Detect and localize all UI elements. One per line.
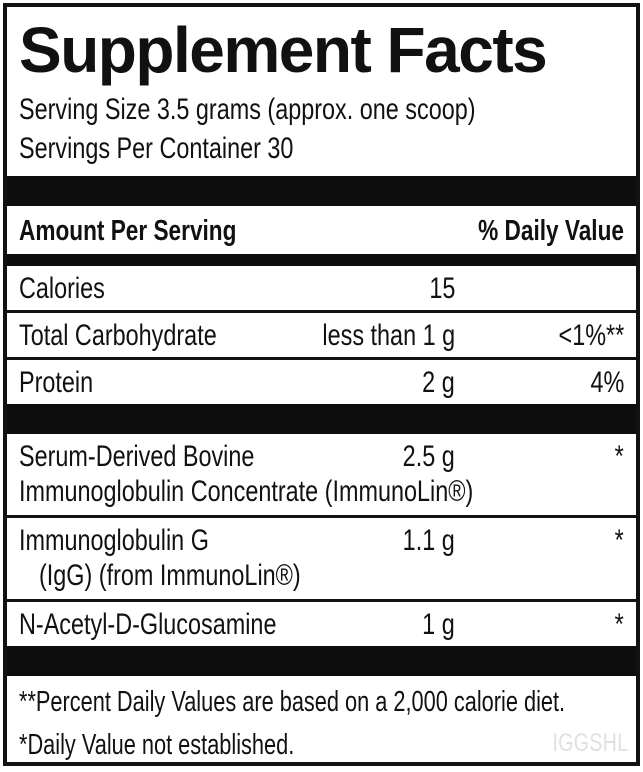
divider-rule: [7, 515, 636, 518]
divider-rule: [7, 310, 636, 313]
nutrient-amount: less than 1 g: [322, 319, 455, 352]
nutrient-daily-value: *: [614, 440, 624, 473]
nutrient-row-protein: Protein 2 g 4%: [7, 360, 636, 404]
nutrient-row-n-acetyl-d-glucosamine: N-Acetyl-D-Glucosamine 1 g *: [7, 602, 636, 646]
nutrient-name-line2: Immunoglobulin Concentrate (ImmunoLin®): [7, 473, 636, 515]
nutrient-daily-value: *: [614, 608, 624, 641]
nutrient-name: Calories: [19, 272, 105, 305]
divider-rule: [7, 357, 636, 360]
nutrient-daily-value: *: [614, 524, 624, 557]
separator-bar-header: [7, 254, 636, 266]
label-title: Supplement Facts: [19, 14, 548, 86]
nutrient-name-continued: (IgG) (from ImmunoLin®): [39, 559, 301, 592]
footnote-percent-daily-values: **Percent Daily Values are based on a 2,…: [19, 684, 624, 720]
nutrient-amount: 2 g: [422, 366, 455, 399]
nutrient-amount: 2.5 g: [402, 440, 455, 473]
serving-size-value: Serving Size 3.5 grams (approx. one scoo…: [19, 93, 476, 126]
nutrient-name: Serum-Derived Bovine: [19, 440, 255, 473]
nutrient-name-line2: (IgG) (from ImmunoLin®): [7, 557, 636, 599]
nutrient-row-line1: Serum-Derived Bovine 2.5 g *: [7, 434, 636, 473]
nutrient-row-immunoglobulin-g: Immunoglobulin G 1.1 g * (IgG) (from Imm…: [7, 518, 636, 599]
nutrient-name: Immunoglobulin G: [19, 524, 209, 557]
watermark-value: IGGSHL: [551, 729, 628, 757]
separator-bar-bottom: [7, 646, 636, 676]
serving-size-text: Serving Size 3.5 grams (approx. one scoo…: [19, 90, 624, 129]
percent-daily-value-header: % Daily Value: [478, 215, 624, 247]
nutrient-name: N-Acetyl-D-Glucosamine: [19, 608, 277, 641]
nutrient-daily-value: 4%: [590, 366, 624, 399]
footnote-text: **Percent Daily Values are based on a 2,…: [19, 686, 566, 718]
nutrient-row-line1: Immunoglobulin G 1.1 g *: [7, 518, 636, 557]
servings-per-container-text: Servings Per Container 30: [19, 129, 624, 168]
nutrient-daily-value: <1%**: [558, 319, 624, 352]
amount-per-serving-header: Amount Per Serving: [19, 215, 237, 247]
separator-bar-top: [7, 176, 636, 206]
footnote-text: *Daily Value not established.: [19, 729, 295, 761]
column-header-row: Amount Per Serving % Daily Value: [7, 206, 636, 254]
nutrient-amount: 1 g: [422, 608, 455, 641]
nutrient-name-continued: Immunoglobulin Concentrate (ImmunoLin®): [19, 475, 474, 508]
nutrient-row-calories: Calories 15: [7, 266, 636, 310]
nutrient-amount: 1.1 g: [402, 524, 455, 557]
nutrient-row-total-carbohydrate: Total Carbohydrate less than 1 g <1%**: [7, 313, 636, 357]
footnote-daily-value-not-established: *Daily Value not established.: [19, 727, 624, 762]
separator-bar-middle: [7, 404, 636, 434]
supplement-facts-label: Supplement Facts Serving Size 3.5 grams …: [3, 3, 640, 766]
servings-per-container-value: Servings Per Container 30: [19, 132, 294, 165]
nutrient-amount: 15: [428, 272, 455, 305]
divider-rule: [7, 599, 636, 602]
watermark-text: IGGSHL: [531, 729, 628, 758]
nutrient-name: Total Carbohydrate: [19, 319, 217, 352]
nutrient-name: Protein: [19, 366, 94, 399]
nutrient-row-serum-derived-bovine: Serum-Derived Bovine 2.5 g * Immunoglobu…: [7, 434, 636, 515]
